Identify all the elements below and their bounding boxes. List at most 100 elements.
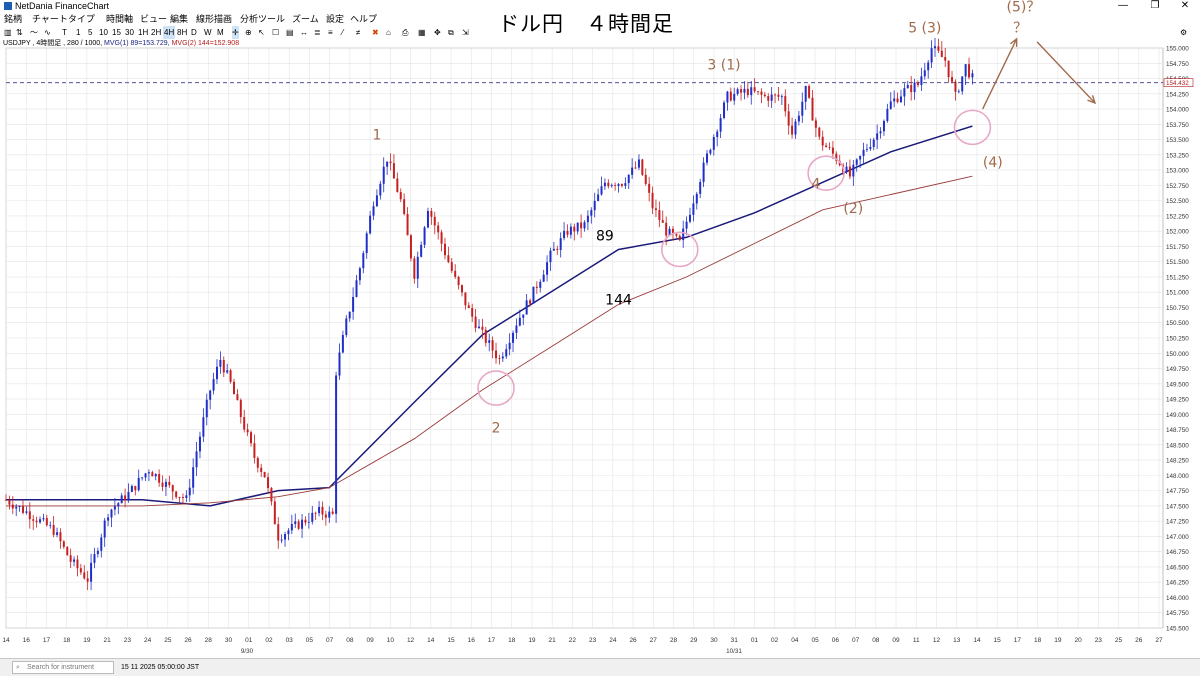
fib-icon[interactable]: ≣ [314, 28, 321, 37]
tf-D[interactable]: D [191, 28, 197, 37]
x-tick-label: 19 [1054, 637, 1062, 644]
candle-body [580, 222, 583, 229]
candle-body [855, 159, 858, 165]
candle-body [522, 314, 525, 318]
candle-body [413, 258, 416, 279]
tf-M[interactable]: M [217, 28, 224, 37]
x-tick-label: 09 [892, 637, 900, 644]
tf-8H[interactable]: 8H [177, 28, 188, 37]
trendline-icon[interactable]: ⁄ [342, 28, 344, 37]
tf-4H[interactable]: 4H [163, 26, 176, 39]
text-tool-icon[interactable]: ≡ [328, 28, 333, 37]
toolbar: ▥ ⇅ 〜 ∿ T 1 5 10 15 30 1H 2H 4H 8H D W M… [0, 26, 1200, 39]
candle-body [787, 111, 790, 126]
candle-body [267, 477, 270, 488]
candle-body [301, 519, 304, 529]
x-tick-label: 18 [508, 637, 516, 644]
maximize-button[interactable]: ❐ [1150, 0, 1160, 11]
tf-5[interactable]: 5 [88, 28, 93, 37]
tf-15[interactable]: 15 [112, 28, 121, 37]
candle-body [736, 89, 739, 94]
candle-body [746, 88, 749, 96]
menu-chart-type[interactable]: チャートタイプ [32, 14, 95, 24]
x-tick-label: 29 [690, 637, 698, 644]
tf-10[interactable]: 10 [99, 28, 108, 37]
menu-help[interactable]: ヘルプ [350, 14, 378, 24]
menu-view[interactable]: ビュー [140, 14, 168, 24]
tf-1H[interactable]: 1H [138, 28, 149, 37]
candle-body [515, 325, 518, 333]
menu-drawing[interactable]: 線形描画 [196, 14, 233, 24]
copy-icon[interactable]: ⧉ [448, 28, 454, 37]
select-icon[interactable]: ☐ [272, 28, 280, 37]
delete-icon[interactable]: ✖ [372, 28, 379, 37]
candle-body [923, 70, 926, 77]
candle-body [583, 222, 586, 229]
mvg2-info: MVG(2) 144=152.908 [171, 40, 240, 47]
candlestick-icon[interactable]: ⇅ [16, 28, 23, 37]
tf-30[interactable]: 30 [125, 28, 134, 37]
x-tick-label: 23 [1095, 637, 1103, 644]
wave-icon[interactable]: ∿ [44, 28, 51, 37]
wave-label: (2) [843, 201, 863, 217]
x-tick-label: 05 [306, 637, 314, 644]
menu-instrument[interactable]: 銘柄 [4, 14, 23, 24]
pointer-icon[interactable]: ↖ [258, 28, 265, 37]
x-tick-label: 14 [427, 637, 435, 644]
instrument-search[interactable]: ⌕ Search for instrument [12, 661, 114, 674]
wave-label: 1 [372, 128, 381, 144]
x-tick-label: 22 [569, 637, 577, 644]
hvline-icon[interactable]: ▤ [286, 28, 294, 37]
x-tick-label: 27 [650, 637, 658, 644]
candle-body [25, 511, 28, 513]
candle-body [549, 250, 552, 263]
export-icon[interactable]: ⇲ [462, 28, 469, 37]
candle-body [15, 506, 18, 509]
menu-analysis[interactable]: 分析ツール [240, 14, 286, 24]
candle-body [767, 96, 770, 101]
candle-body [277, 524, 280, 541]
menu-settings[interactable]: 設定 [326, 14, 345, 24]
crosshair-icon[interactable]: ✛ [232, 26, 239, 39]
candle-body [709, 149, 712, 154]
candle-body [484, 329, 487, 343]
candle-body [100, 537, 103, 551]
close-button[interactable]: ✕ [1180, 0, 1190, 11]
print-icon[interactable]: ⎙ [402, 28, 409, 37]
channel-icon[interactable]: ≠ [356, 28, 361, 37]
candle-body [542, 274, 545, 282]
candle-body [740, 89, 743, 93]
minimize-button[interactable]: — [1118, 0, 1128, 11]
y-tick-label: 148.000 [1166, 473, 1189, 480]
highlight-circle [953, 109, 992, 146]
grid-icon[interactable]: ▦ [418, 28, 426, 37]
candle-body [825, 145, 828, 148]
tool-shape-icon[interactable]: ⌂ [386, 28, 391, 37]
candle-body [889, 101, 892, 109]
chart-type-icon[interactable]: ▥ [4, 28, 12, 37]
x-month-label: 10/31 [726, 648, 742, 655]
candle-body [83, 572, 86, 579]
zoom-icon[interactable]: ⊕ [245, 28, 252, 37]
line-chart-icon[interactable]: 〜 [30, 28, 38, 37]
tf-W[interactable]: W [204, 28, 212, 37]
tf-2H[interactable]: 2H [151, 28, 162, 37]
menu-edit[interactable]: 編集 [170, 14, 189, 24]
candle-body [471, 308, 474, 317]
ma-line-144 [6, 175, 973, 507]
x-tick-label: 02 [265, 637, 273, 644]
x-tick-label: 07 [852, 637, 860, 644]
menu-zoom[interactable]: ズーム [292, 14, 319, 24]
candle-body [882, 120, 885, 132]
tf-T[interactable]: T [62, 28, 67, 37]
arrow-icon[interactable]: ↔ [300, 28, 308, 37]
candle-body [426, 210, 429, 228]
pan-icon[interactable]: ✥ [434, 28, 441, 37]
tf-1[interactable]: 1 [76, 28, 81, 37]
candle-body [161, 482, 164, 487]
menu-timeframe[interactable]: 時間軸 [106, 14, 134, 24]
wave-label: 144 [605, 292, 632, 308]
settings-icon[interactable]: ⚙ [1180, 28, 1188, 37]
y-tick-label: 151.000 [1166, 290, 1189, 297]
